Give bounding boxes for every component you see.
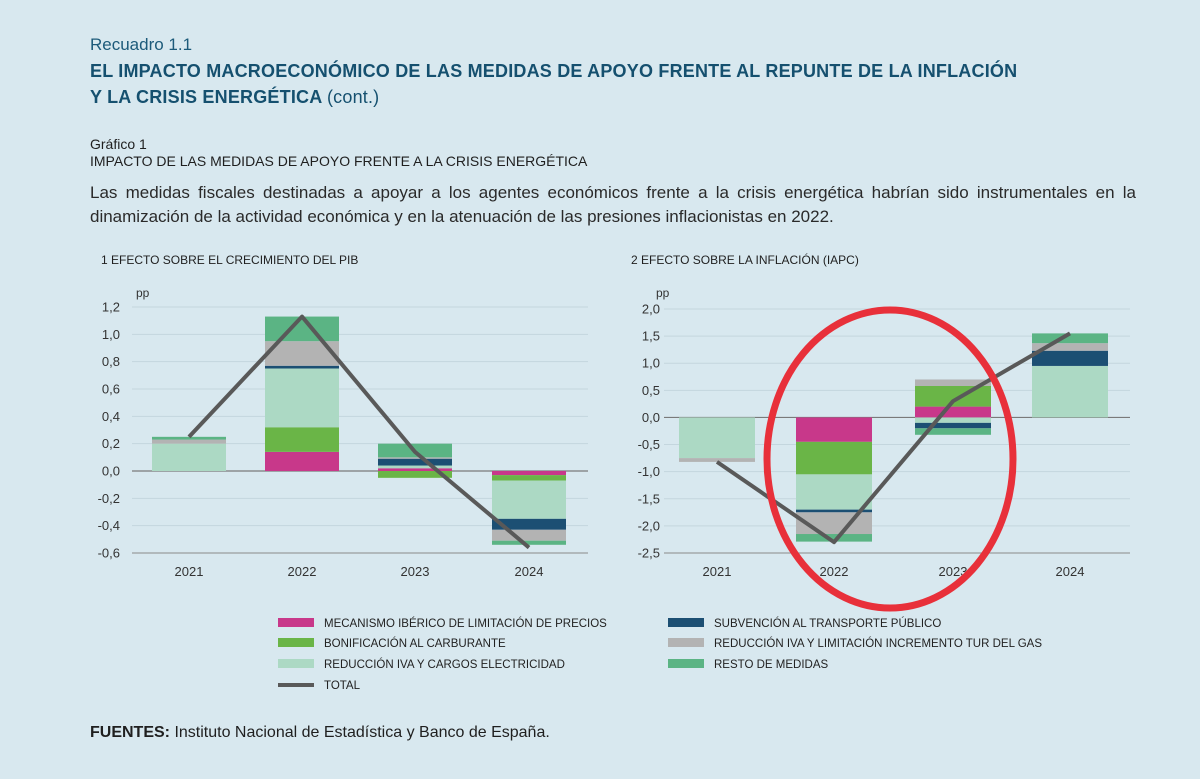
x-tick-label: 2024 <box>515 564 544 579</box>
y-tick-label: -1,0 <box>638 464 660 479</box>
bar-segment-bonificacion-2022 <box>265 427 339 452</box>
y-tick-label: 2,0 <box>642 302 660 317</box>
y-tick-label: 0,2 <box>102 436 120 451</box>
x-tick-label: 2023 <box>939 564 968 579</box>
sources-note: FUENTES: Instituto Nacional de Estadísti… <box>90 724 550 742</box>
y-tick-label: -2,5 <box>638 546 660 561</box>
bar-segment-subvencion-2022 <box>796 509 872 513</box>
y-tick-label: -1,5 <box>638 491 660 506</box>
y-tick-label: -0,5 <box>638 437 660 452</box>
chart-panel-1: 1 EFECTO SOBRE EL CRECIMIENTO DEL PIB pp -… <box>98 253 588 579</box>
bar-segment-reduccion_iva_gas-2024 <box>492 529 566 541</box>
figure-title: IMPACTO DE LAS MEDIDAS DE APOYO FRENTE A… <box>90 153 588 169</box>
legend-swatch-reduccion_iva_gas <box>668 638 704 647</box>
box-title-line-2: Y LA CRISIS ENERGÉTICA (cont.) <box>90 87 379 108</box>
y-tick-label: -0,2 <box>98 491 120 506</box>
legend-label: BONIFICACIÓN AL CARBURANTE <box>324 637 506 650</box>
legend-swatch-bonificacion <box>278 638 314 647</box>
y-tick-label: -2,0 <box>638 518 660 533</box>
bar-segment-mecanismo-2024 <box>492 471 566 476</box>
bar-segment-resto-2023 <box>915 428 991 435</box>
bar-segment-subvencion-2023 <box>915 422 991 429</box>
legend-label: TOTAL <box>324 680 361 692</box>
y-axis-unit: pp <box>136 286 150 300</box>
bar-segment-reduccion_iva_elec-2023 <box>378 465 452 469</box>
bar-segment-reduccion_iva_elec-2024 <box>1032 365 1108 418</box>
y-tick-label: -0,6 <box>98 546 120 561</box>
legend-swatch-subvencion <box>668 618 704 627</box>
x-tick-label: 2021 <box>703 564 732 579</box>
x-tick-label: 2022 <box>288 564 317 579</box>
box-title-cont: (cont.) <box>326 87 380 107</box>
bar-segment-resto-2021 <box>152 436 226 440</box>
figure-label: Gráfico 1 <box>90 136 147 152</box>
chart-title: 2 EFECTO SOBRE LA INFLACIÓN (IAPC) <box>631 252 859 267</box>
legend-label: SUBVENCIÓN AL TRANSPORTE PÚBLICO <box>714 617 941 630</box>
bar-segment-subvencion-2022 <box>265 365 339 369</box>
chart-panel-2: 2 EFECTO SOBRE LA INFLACIÓN (IAPC) pp -2,5… <box>631 252 1130 612</box>
bar-segment-bonificacion-2022 <box>796 441 872 475</box>
bar-segment-mecanismo-2022 <box>265 451 339 471</box>
sources-label: FUENTES: <box>90 724 170 741</box>
legend-label: RESTO DE MEDIDAS <box>714 659 828 671</box>
total-line <box>187 314 531 550</box>
legend-swatch-reduccion_iva_elec <box>278 659 314 668</box>
sources-text: Instituto Nacional de Estadística y Banc… <box>170 724 550 741</box>
red-annotation-ellipse <box>763 306 1017 612</box>
chart-legend: MECANISMO IBÉRICO DE LIMITACIÓN DE PRECI… <box>278 617 1042 692</box>
bar-segment-resto-2024 <box>1032 333 1108 344</box>
bar-segment-reduccion_iva_elec-2021 <box>679 417 755 459</box>
bar-segment-subvencion-2023 <box>378 458 452 466</box>
legend-label: REDUCCIÓN IVA Y CARGOS ELECTRICIDAD <box>324 658 565 671</box>
legend-swatch-mecanismo <box>278 618 314 627</box>
x-tick-label: 2023 <box>401 564 430 579</box>
bar-segment-reduccion_iva_gas-2024 <box>1032 343 1108 351</box>
y-tick-label: 0,8 <box>102 354 120 369</box>
y-tick-label: -0,4 <box>98 518 120 533</box>
bar-segment-reduccion_iva_elec-2024 <box>492 480 566 519</box>
bar-segment-reduccion_iva_gas-2023 <box>378 457 452 459</box>
chart-title: 1 EFECTO SOBRE EL CRECIMIENTO DEL PIB <box>101 253 358 267</box>
y-tick-label: 0,0 <box>642 410 660 425</box>
x-tick-label: 2024 <box>1056 564 1085 579</box>
bar-segment-reduccion_iva_elec-2022 <box>796 474 872 510</box>
legend-label: MECANISMO IBÉRICO DE LIMITACIÓN DE PRECI… <box>324 617 607 630</box>
x-tick-label: 2022 <box>820 564 849 579</box>
bar-segment-reduccion_iva_elec-2021 <box>152 443 226 471</box>
bar-segment-reduccion_iva_gas-2023 <box>915 379 991 386</box>
y-tick-label: 1,0 <box>102 327 120 342</box>
y-tick-label: 0,4 <box>102 409 120 424</box>
bar-segment-subvencion-2024 <box>492 518 566 530</box>
x-tick-label: 2021 <box>175 564 204 579</box>
bar-segment-reduccion_iva_elec-2023 <box>915 417 991 423</box>
legend-label: REDUCCIÓN IVA Y LIMITACIÓN INCREMENTO TU… <box>714 637 1042 650</box>
y-tick-label: 1,0 <box>642 356 660 371</box>
y-tick-label: 1,5 <box>642 329 660 344</box>
box-title-line-2-text: Y LA CRISIS ENERGÉTICA <box>90 87 322 107</box>
bar-segment-reduccion_iva_elec-2022 <box>265 368 339 428</box>
figure-description: Las medidas fiscales destinadas a apoyar… <box>90 183 1136 226</box>
bar-segment-mecanismo-2022 <box>796 417 872 442</box>
bar-segment-resto-2022 <box>796 534 872 542</box>
bar-segment-bonificacion-2024 <box>492 475 566 481</box>
legend-swatch-resto <box>668 659 704 668</box>
bar-segment-subvencion-2024 <box>1032 350 1108 366</box>
bar-segment-mecanismo-2023 <box>378 468 452 471</box>
bar-segment-reduccion_iva_gas-2021 <box>679 458 755 462</box>
y-tick-label: 0,0 <box>102 464 120 479</box>
y-tick-label: 0,6 <box>102 382 120 397</box>
y-tick-label: 1,2 <box>102 300 120 315</box>
y-tick-label: 0,5 <box>642 383 660 398</box>
bar-segment-resto-2024 <box>492 540 566 545</box>
bar-segment-bonificacion-2023 <box>378 471 452 478</box>
box-label: Recuadro 1.1 <box>90 35 193 54</box>
bar-segment-resto-2022 <box>265 316 339 342</box>
box-title-line-1: EL IMPACTO MACROECONÓMICO DE LAS MEDIDAS… <box>90 61 1018 81</box>
bar-segment-reduccion_iva_gas-2021 <box>152 439 226 444</box>
y-axis-unit: pp <box>656 286 670 300</box>
bar-segment-mecanismo-2023 <box>915 406 991 418</box>
